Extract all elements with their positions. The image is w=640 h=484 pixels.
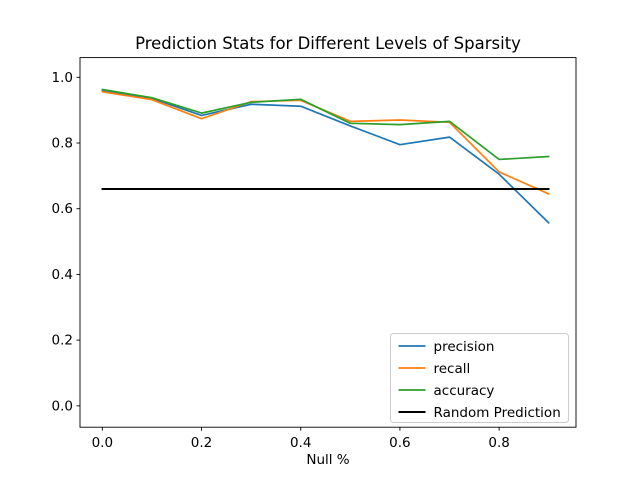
chart-title: Prediction Stats for Different Levels of… bbox=[135, 34, 521, 53]
series-line-accuracy bbox=[101, 88, 550, 161]
legend: precision recall accuracy Random Prediction bbox=[390, 333, 569, 423]
legend-label-1: recall bbox=[434, 361, 471, 377]
x-tick-label: 0.4 bbox=[290, 435, 311, 451]
legend-label-0: precision bbox=[434, 339, 495, 355]
axes-frame bbox=[79, 57, 577, 428]
y-tick-label: 0.2 bbox=[52, 333, 73, 349]
y-tick-label: 0.6 bbox=[52, 201, 73, 217]
legend-box bbox=[390, 333, 569, 423]
x-tick-label: 0.0 bbox=[92, 435, 113, 451]
x-tick-label: 0.8 bbox=[488, 435, 509, 451]
x-tick-label: 0.2 bbox=[191, 435, 212, 451]
y-tick-label: 0.8 bbox=[52, 136, 73, 152]
y-tick-label: 0.0 bbox=[52, 398, 73, 414]
y-tick-label: 0.4 bbox=[52, 267, 73, 283]
legend-label-2: accuracy bbox=[434, 383, 495, 399]
x-tick-label: 0.6 bbox=[389, 435, 410, 451]
legend-label-3: Random Prediction bbox=[434, 405, 561, 421]
y-tick-label: 1.0 bbox=[52, 70, 73, 86]
series-line-recall bbox=[101, 90, 550, 195]
series-line-precision bbox=[101, 89, 550, 224]
x-axis-label: Null % bbox=[306, 452, 349, 468]
axes-layer: 0.0 0.2 0.4 0.6 0.8 0.0 0.2 0.4 0.6 0.8 1.0 bbox=[52, 57, 577, 451]
series-layer bbox=[101, 88, 550, 224]
